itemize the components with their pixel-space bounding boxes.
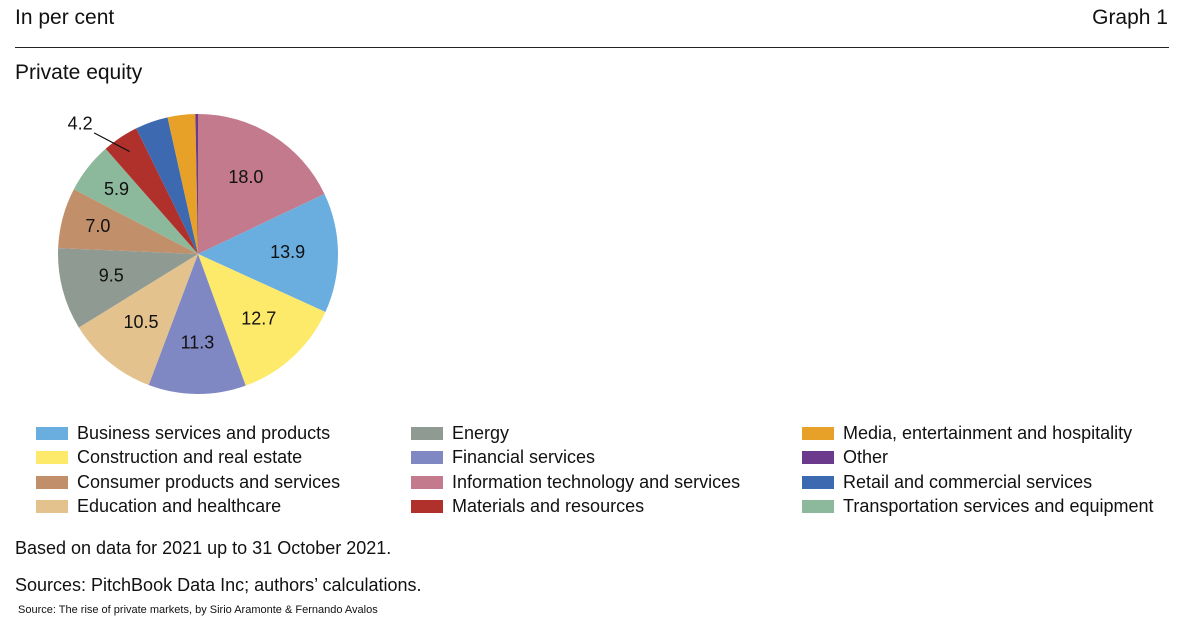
unit-label: In per cent [15,6,115,29]
pie-slice-retail-and-commercial-services [136,117,198,254]
pie-data-label-transportation-services-and-equipment: 5.9 [104,179,129,199]
legend-label: Education and healthcare [77,496,282,517]
legend-item-energy: Energy [411,421,740,446]
legend-column-1: Business services and products Constructi… [36,421,340,519]
legend-item-business-services-and-products: Business services and products [36,421,340,446]
pie-slice-business-services-and-products [198,193,338,313]
pie-leader-line-materials-and-resources [93,132,130,153]
legend-label: Information technology and services [452,471,741,492]
legend-swatch [36,500,68,514]
pie-data-label-energy: 9.5 [99,265,124,285]
pie-slice-materials-and-resources [105,128,198,254]
legend-label: Construction and real estate [77,447,303,468]
pie-data-label-construction-and-real-estate: 12.7 [241,309,276,329]
legend-item-retail-and-commercial-services: Retail and commercial services [802,470,1154,495]
pie-data-label-consumer-products-and-services: 7.0 [85,216,110,236]
legend-item-education-and-healthcare: Education and healthcare [36,495,340,520]
legend-item-construction-and-real-estate: Construction and real estate [36,446,340,471]
legend-swatch [802,426,834,440]
pie-data-label-financial-services: 11.3 [181,332,215,352]
legend-swatch [36,426,68,440]
legend-swatch [802,475,834,489]
legend-label: Materials and resources [452,496,645,517]
legend-label: Energy [452,422,510,443]
legend-swatch [802,451,834,465]
legend-swatch [411,475,443,489]
legend-column-2: Energy Financial services Information tech… [411,421,740,519]
legend-swatch [411,426,443,440]
legend-label: Transportation services and equipment [843,496,1154,517]
legend-swatch [802,500,834,514]
legend-column-3: Media, entertainment and hospitality Othe… [802,421,1154,519]
legend-item-financial-services: Financial services [411,446,740,471]
legend-swatch [411,500,443,514]
chart-title: Private equity [15,61,143,84]
legend-label: Financial services [452,447,596,468]
sources-note: Sources: PitchBook Data Inc; authors’ ca… [15,575,422,595]
legend-swatch [36,475,68,489]
pie-slice-transportation-services-and-equipment [73,148,198,254]
legend-label: Media, entertainment and hospitality [843,422,1133,443]
legend-item-consumer-products-and-services: Consumer products and services [36,470,340,495]
pie-slice-financial-services [148,254,246,395]
legend-item-transportation-services-and-equipment: Transportation services and equipment [802,495,1154,520]
legend-item-media-entertainment-and-hospitality: Media, entertainment and hospitality [802,421,1154,446]
legend-swatch [36,451,68,465]
chart-legend: Business services and products Constructi… [36,421,1186,521]
pie-slice-media-entertainment-and-hospitality [167,114,198,254]
legend-item-information-technology-and-services: Information technology and services [411,470,740,495]
legend-item-other: Other [802,446,1154,471]
legend-label: Other [843,447,889,468]
pie-data-label-materials-and-resources: 4.2 [68,114,93,134]
attribution-note: Source: The rise of private markets, by … [18,604,378,616]
pie-slice-energy [58,248,198,328]
pie-data-label-education-and-healthcare: 10.5 [124,312,159,332]
legend-item-materials-and-resources: Materials and resources [411,495,740,520]
pie-slice-education-and-healthcare [78,254,198,386]
data-range-note: Based on data for 2021 up to 31 October … [15,538,392,558]
header-divider [15,47,1169,48]
legend-label: Business services and products [77,422,331,443]
legend-swatch [411,451,443,465]
pie-slice-consumer-products-and-services [58,189,199,254]
pie-data-label-information-technology-and-services: 18.0 [228,167,263,187]
legend-label: Retail and commercial services [843,471,1093,492]
pie-data-label-business-services-and-products: 13.9 [270,242,305,262]
graph-number: Graph 1 [1092,6,1168,29]
legend-label: Consumer products and services [77,471,341,492]
pie-slice-information-technology-and-services [198,114,325,254]
pie-slice-construction-and-real-estate [198,254,326,386]
pie-slice-other [195,114,198,254]
